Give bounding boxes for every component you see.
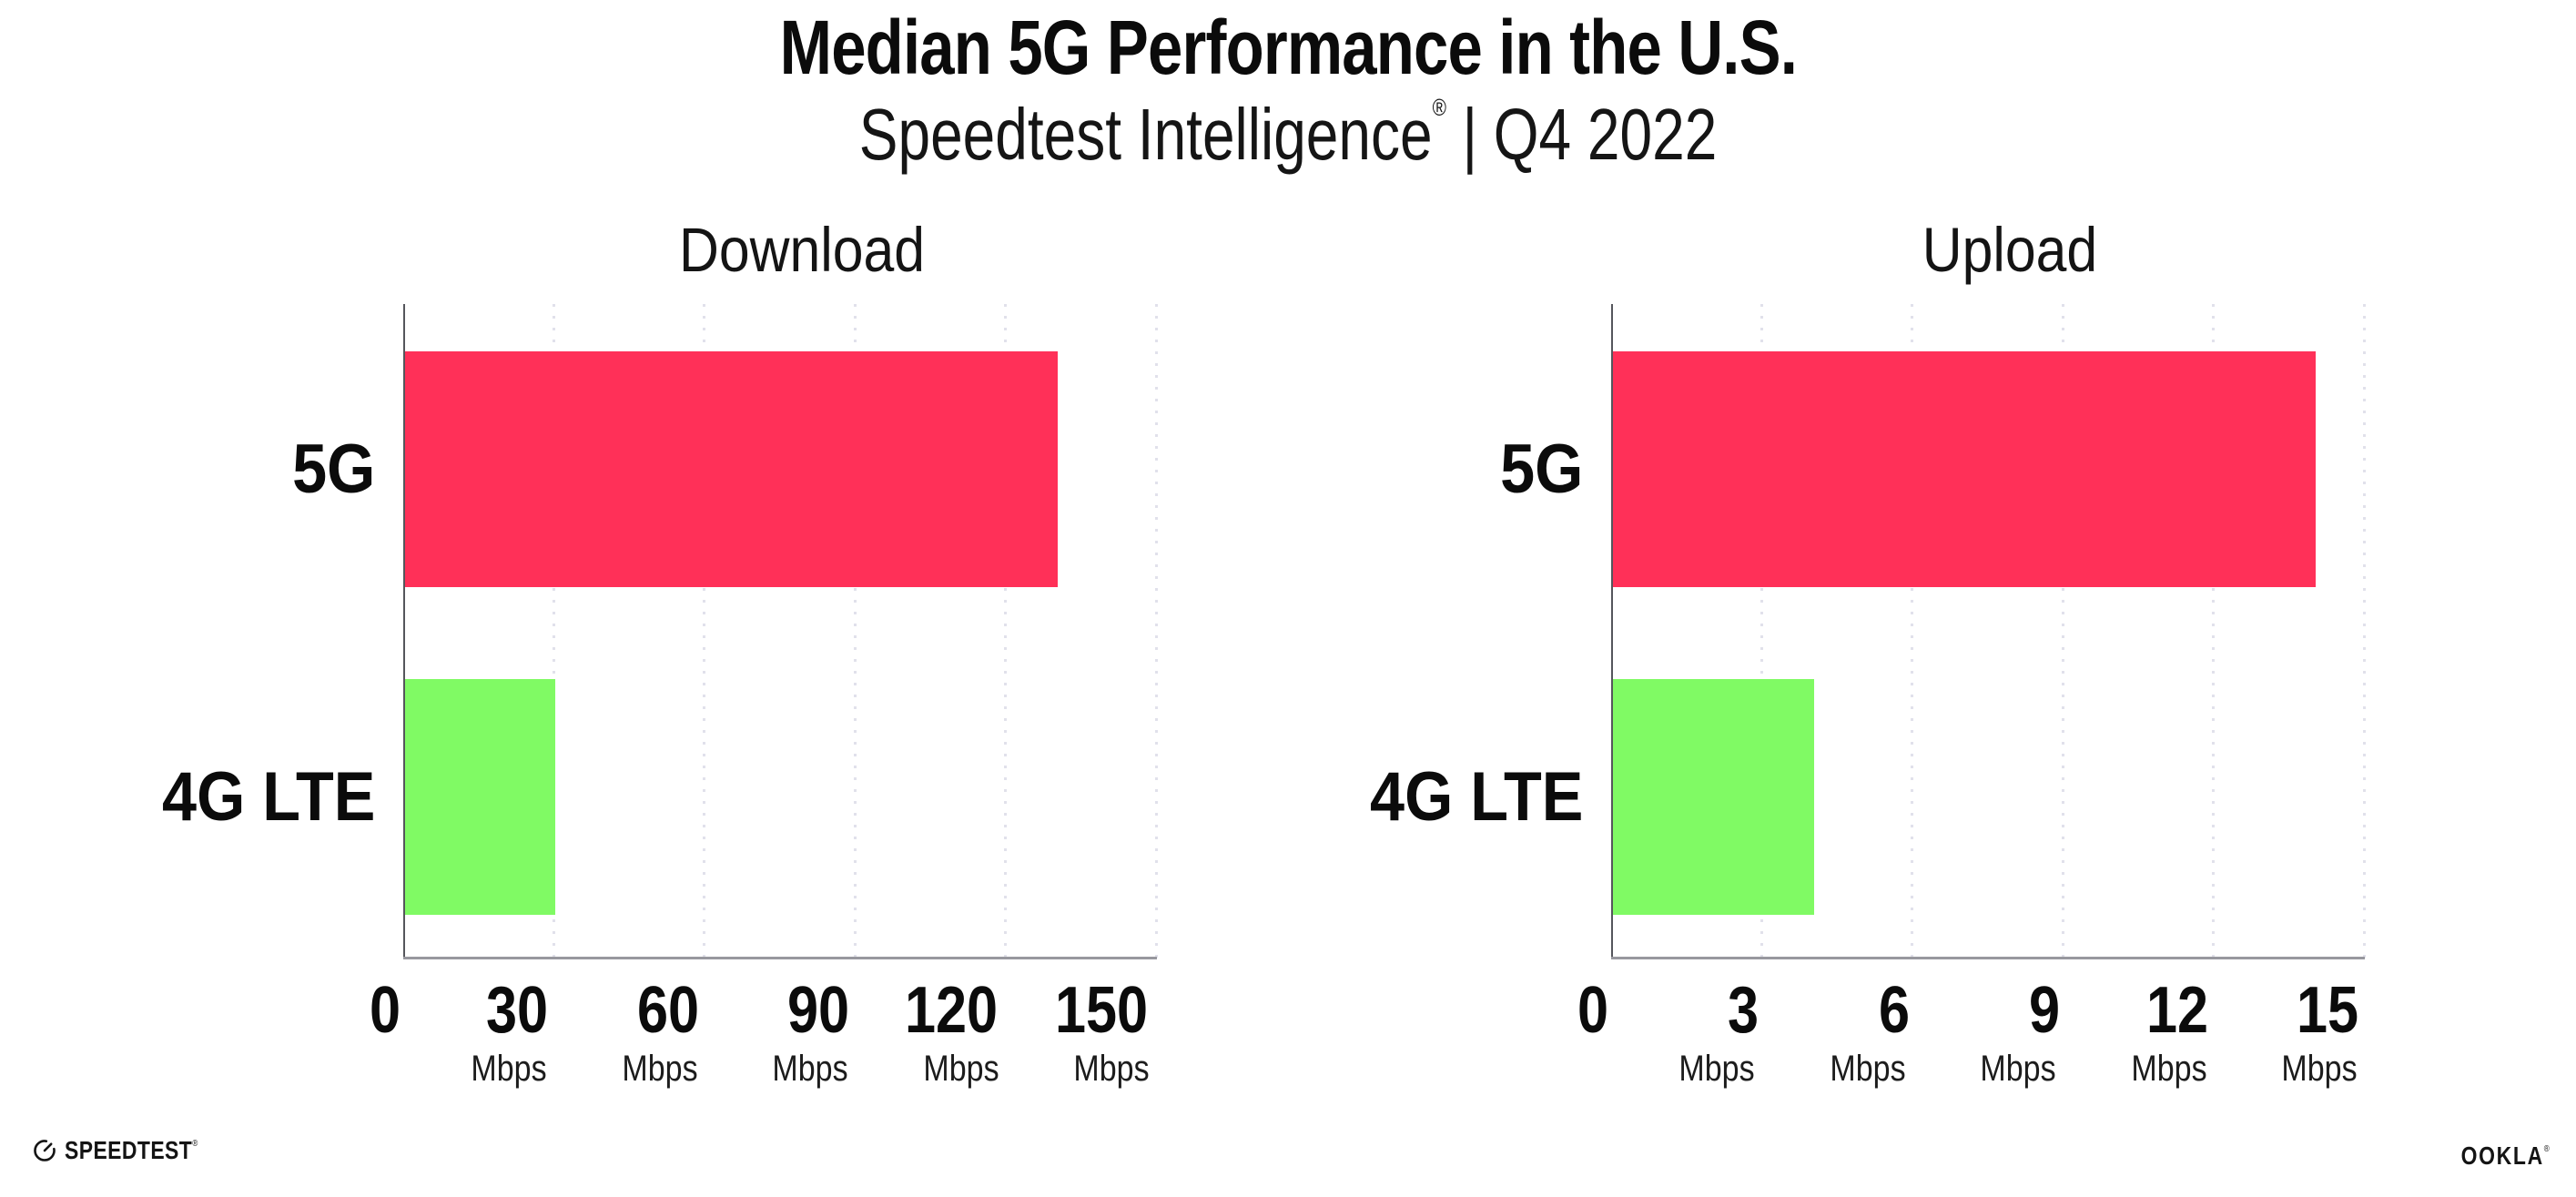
speedtest-gauge-icon bbox=[34, 1140, 56, 1161]
x-tick-value: 0 bbox=[369, 974, 401, 1047]
x-tick-unit: Mbps bbox=[772, 1049, 848, 1089]
x-tick-value: 60 bbox=[636, 974, 699, 1047]
subtitle: Speedtest Intelligence® | Q4 2022 bbox=[0, 91, 2576, 178]
subtitle-period: Q4 2022 bbox=[1493, 94, 1718, 175]
ookla-wordmark: OOKLA bbox=[2460, 1141, 2544, 1170]
ookla-registered-mark: ® bbox=[2543, 1144, 2551, 1154]
category-label-4g-lte: 4G LTE bbox=[161, 757, 375, 836]
chart-upload: Upload 5G 4G LTE 0 3 Mbps 6 Mbps 9 Mbps 12 Mbps 15… bbox=[1370, 216, 2366, 1087]
gridline-60 bbox=[703, 304, 706, 959]
x-tick-unit: Mbps bbox=[2281, 1049, 2358, 1089]
x-tick-value: 0 bbox=[1577, 974, 1609, 1047]
chart-title-download: Download bbox=[678, 215, 925, 285]
upload-5g-bar bbox=[1613, 351, 2316, 587]
x-tick-value: 120 bbox=[904, 974, 998, 1047]
category-label-4g-lte: 4G LTE bbox=[1369, 757, 1583, 836]
x-tick-value: 6 bbox=[1878, 974, 1910, 1047]
subtitle-brand: Speedtest Intelligence bbox=[858, 94, 1433, 175]
x-tick-value: 15 bbox=[2296, 974, 2358, 1047]
chart-download: Download 5G 4G LTE 0 30 Mbps 60 Mbps 90 Mbps 120… bbox=[162, 216, 1158, 1087]
page-title: Median 5G Performance in the U.S. bbox=[779, 5, 1797, 90]
gridline-150 bbox=[1154, 304, 1158, 959]
ookla-logo: OOKLA® bbox=[2441, 1143, 2551, 1169]
category-label-5g: 5G bbox=[291, 430, 375, 508]
gridline-120 bbox=[1004, 304, 1008, 959]
speedtest-wordmark: SPEEDTEST bbox=[65, 1136, 193, 1164]
x-tick-value: 12 bbox=[2145, 974, 2208, 1047]
category-label-5g: 5G bbox=[1499, 430, 1583, 508]
x-tick-value: 150 bbox=[1054, 974, 1148, 1047]
gridline-3 bbox=[1760, 304, 1763, 959]
x-axis-line bbox=[1611, 957, 2365, 959]
x-tick-value: 30 bbox=[486, 974, 549, 1047]
x-axis-line bbox=[403, 957, 1157, 959]
y-axis-line bbox=[403, 304, 405, 959]
speedtest-registered-mark: ® bbox=[192, 1139, 198, 1149]
gridline-90 bbox=[853, 304, 857, 959]
x-tick-unit: Mbps bbox=[1980, 1049, 2056, 1089]
download-4g-lte-bar bbox=[405, 679, 556, 915]
x-tick-value: 90 bbox=[787, 974, 850, 1047]
y-axis-line bbox=[1611, 304, 1613, 959]
speedtest-logo: SPEEDTEST® bbox=[33, 1138, 228, 1163]
gridline-6 bbox=[1911, 304, 1914, 959]
x-tick-unit: Mbps bbox=[1073, 1049, 1150, 1089]
x-tick-value: 3 bbox=[1728, 974, 1760, 1047]
x-tick-unit: Mbps bbox=[2131, 1049, 2207, 1089]
x-tick-unit: Mbps bbox=[1830, 1049, 1906, 1089]
x-tick-unit: Mbps bbox=[923, 1049, 999, 1089]
x-tick-value: 9 bbox=[2029, 974, 2061, 1047]
chart-title-upload: Upload bbox=[1922, 215, 2097, 285]
x-tick-unit: Mbps bbox=[1678, 1049, 1756, 1089]
gridline-30 bbox=[552, 304, 555, 959]
upload-4g-lte-bar bbox=[1613, 679, 1814, 915]
subtitle-separator: | bbox=[1462, 94, 1478, 175]
gridline-12 bbox=[2212, 304, 2216, 959]
x-tick-unit: Mbps bbox=[622, 1049, 698, 1089]
registered-mark: ® bbox=[1432, 94, 1446, 121]
download-5g-bar bbox=[405, 351, 1058, 587]
gridline-15 bbox=[2362, 304, 2366, 959]
gridline-9 bbox=[2061, 304, 2064, 959]
x-tick-unit: Mbps bbox=[471, 1049, 548, 1089]
